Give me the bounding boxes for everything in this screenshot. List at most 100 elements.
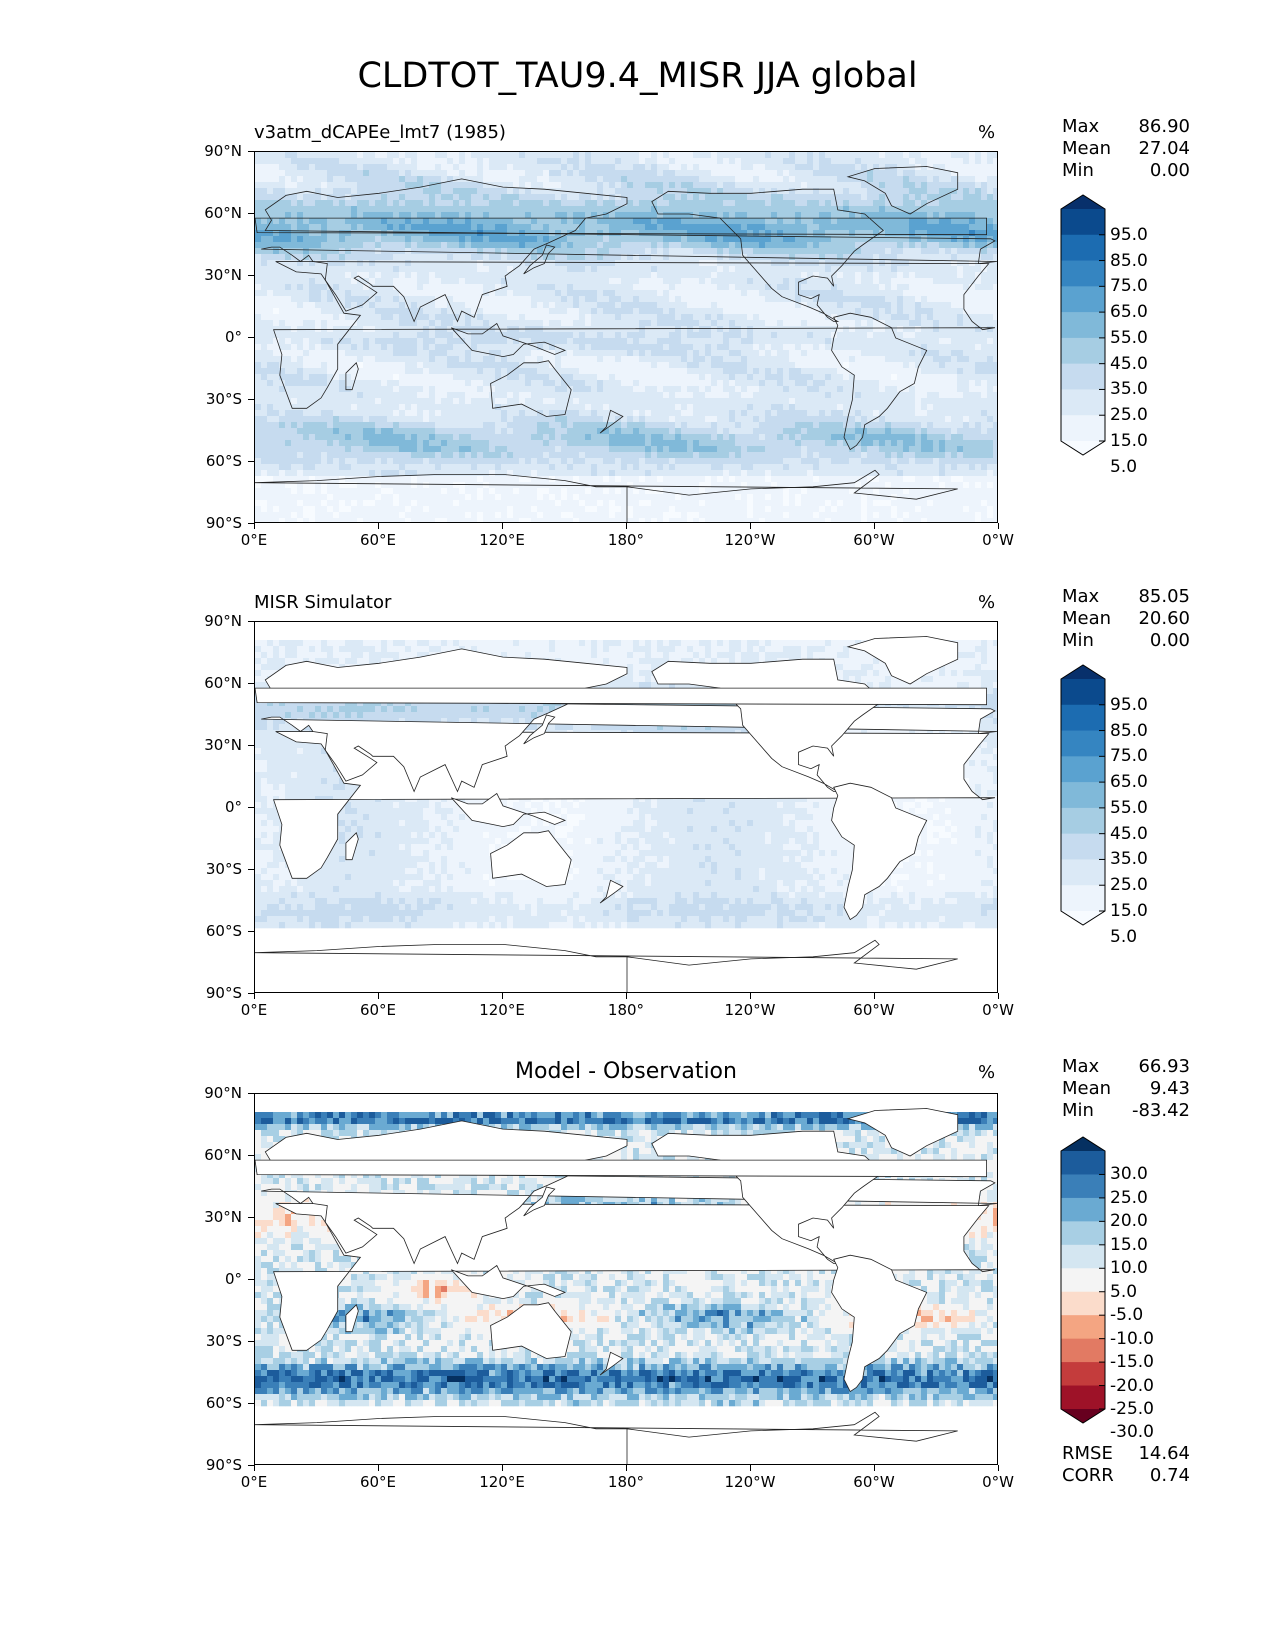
coastline-australia (490, 830, 572, 887)
colorbar-label: -10.0 (1110, 1329, 1154, 1349)
panel-test: v3atm_dCAPEe_lmt7 (1985) % Max 86.90 Mean… (0, 0, 1275, 549)
lat-tick (248, 336, 254, 338)
coastline-greenland (846, 636, 959, 685)
coastline-nz (599, 409, 624, 434)
lat-tick (248, 460, 254, 462)
lat-tick-label: 30°S (190, 390, 242, 408)
colorbar-label: 5.0 (1110, 457, 1137, 477)
coastline-japan (523, 1186, 556, 1217)
colorbar-segment (1061, 679, 1105, 706)
lat-tick-label: 90°N (190, 612, 242, 630)
lon-tick (749, 523, 751, 529)
colorbar-label: 95.0 (1110, 225, 1148, 245)
lon-tick-label: 0°W (963, 531, 1033, 549)
lat-tick-label: 90°S (190, 984, 242, 1002)
colorbar-extend-max (1061, 665, 1105, 679)
panel-difference: Model - Observation % Max 66.93 Mean 9.43 … (0, 940, 1275, 1491)
lat-tick (248, 1216, 254, 1218)
colorbar-segment (1061, 1174, 1105, 1199)
lon-tick (625, 1465, 627, 1471)
lat-tick (248, 274, 254, 276)
mean-value: 27.04 (1138, 138, 1190, 160)
colorbar-label: 15.0 (1110, 901, 1148, 921)
colorbar-segment (1061, 389, 1105, 416)
max-value: 86.90 (1138, 116, 1190, 138)
coastline-africa (273, 261, 995, 409)
colorbar-segment (1061, 730, 1105, 757)
mean-label: Mean (1062, 608, 1111, 630)
corr-label: CORR (1062, 1465, 1114, 1487)
colorbar-label: -25.0 (1110, 1399, 1154, 1419)
lon-tick (253, 1465, 255, 1471)
lon-tick (501, 523, 503, 529)
lat-tick-label: 60°N (190, 1146, 242, 1164)
colorbar-segment (1061, 337, 1105, 365)
colorbar-label: 45.0 (1110, 824, 1148, 844)
lon-tick (997, 993, 999, 999)
lon-tick (873, 523, 875, 529)
coastline-nz (599, 1351, 624, 1376)
lon-tick-label: 60°W (839, 1001, 909, 1019)
colorbar-segment (1061, 1385, 1105, 1410)
lon-tick (377, 1465, 379, 1471)
colorbar-label: 25.0 (1110, 1188, 1148, 1208)
colorbar-segment (1061, 1244, 1105, 1269)
colorbar-label: 35.0 (1110, 849, 1148, 869)
coastline-eurasia (261, 1120, 997, 1265)
map-reference (254, 621, 998, 993)
lon-tick (749, 993, 751, 999)
lat-tick (248, 1154, 254, 1156)
lon-tick (253, 993, 255, 999)
lat-tick (248, 1092, 254, 1094)
coastline-antarctica (255, 469, 958, 522)
lat-tick-label: 30°N (190, 736, 242, 754)
colorbar-label: 30.0 (1110, 1164, 1148, 1184)
lon-tick-label: 0°E (219, 531, 289, 549)
colorbar-segment (1061, 782, 1105, 809)
lat-tick (248, 806, 254, 808)
mean-value: 20.60 (1138, 608, 1190, 630)
colorbar-label: 85.0 (1110, 721, 1148, 741)
units-label: % (978, 122, 995, 143)
lon-tick-label: 0°W (963, 1473, 1033, 1491)
colorbar-segment (1061, 833, 1105, 860)
lon-tick-label: 60°E (343, 1001, 413, 1019)
lat-tick-label: 60°N (190, 204, 242, 222)
units-label: % (978, 592, 995, 613)
colorbar-segment (1061, 1315, 1105, 1340)
colorbar-segment (1061, 260, 1105, 287)
colorbar-label: 5.0 (1110, 927, 1137, 947)
coastline-antarctica (255, 939, 958, 992)
lon-tick-label: 60°E (343, 1473, 413, 1491)
colorbar-segment (1061, 1197, 1105, 1222)
lon-tick (997, 1465, 999, 1471)
colorbar-segment (1061, 1338, 1105, 1363)
colorbar-label: 95.0 (1110, 695, 1148, 715)
colorbar-segment (1061, 415, 1105, 442)
lon-tick-label: 180° (591, 531, 661, 549)
lat-tick (248, 522, 254, 524)
colorbar-segment (1061, 885, 1105, 912)
lon-tick (501, 1465, 503, 1471)
colorbar-label: 25.0 (1110, 875, 1148, 895)
lat-tick-label: 30°N (190, 266, 242, 284)
lat-tick-label: 90°N (190, 142, 242, 160)
colorbar-segment (1061, 286, 1105, 313)
colorbar-extend-min (1061, 441, 1105, 455)
lat-tick (248, 744, 254, 746)
lat-tick (248, 150, 254, 152)
lat-tick-label: 60°S (190, 452, 242, 470)
coastline-samerica (831, 1254, 928, 1393)
lat-tick-label: 0° (190, 1270, 242, 1288)
lat-tick (248, 1278, 254, 1280)
lat-tick (248, 1340, 254, 1342)
coastline-samerica (831, 782, 928, 921)
coastline-eurasia (261, 648, 997, 793)
colorbar-label: -20.0 (1110, 1376, 1154, 1396)
lon-tick (377, 523, 379, 529)
lon-tick-label: 60°W (839, 531, 909, 549)
lat-tick (248, 992, 254, 994)
lat-tick-label: 90°S (190, 1456, 242, 1474)
colorbar-label: 55.0 (1110, 328, 1148, 348)
lon-tick (873, 1465, 875, 1471)
